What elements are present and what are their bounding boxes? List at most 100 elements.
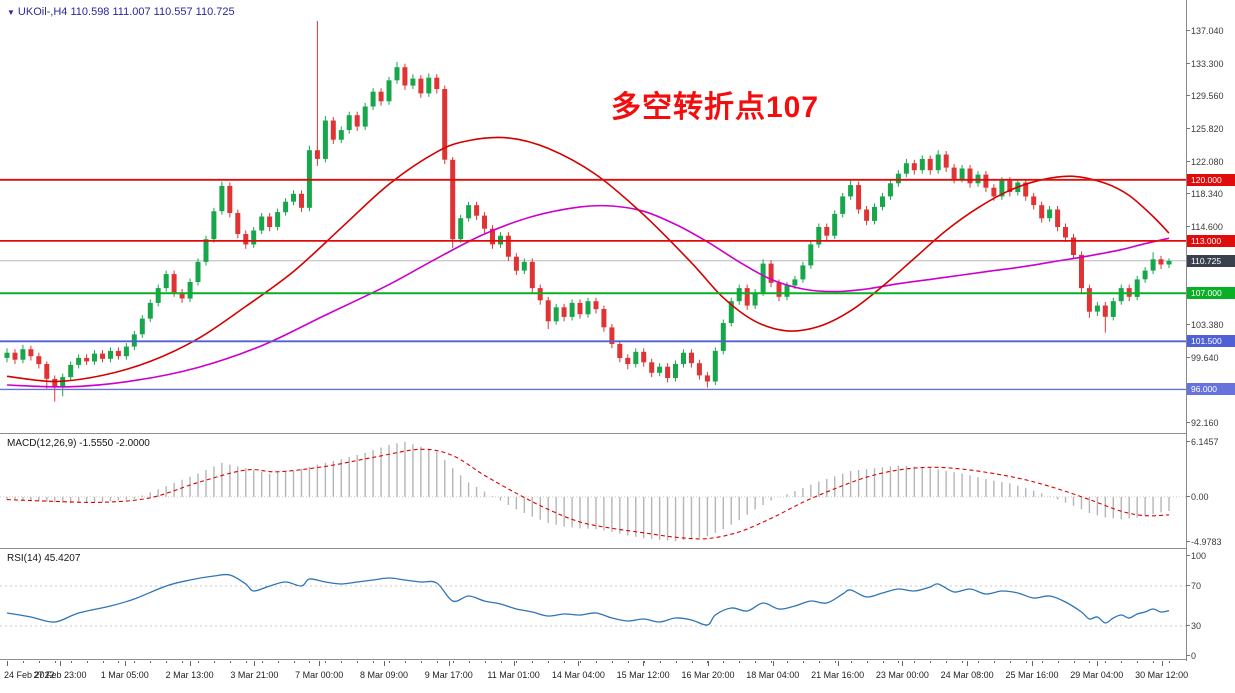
price-axis-label: 137.040 — [1186, 26, 1224, 37]
time-minor-tick — [357, 661, 359, 663]
time-minor-tick — [898, 661, 900, 663]
time-major-tick — [902, 661, 904, 666]
time-minor-tick — [54, 661, 56, 663]
time-minor-tick — [404, 661, 406, 663]
time-major-tick — [513, 661, 515, 666]
time-minor-tick — [802, 661, 804, 663]
time-minor-tick — [1009, 661, 1011, 663]
time-minor-tick — [818, 661, 820, 663]
time-minor-tick — [1169, 661, 1170, 663]
current-price-tag: 110.725 — [1187, 254, 1235, 267]
time-minor-tick — [389, 661, 390, 663]
collapse-chart-icon[interactable]: ▼ — [7, 8, 15, 17]
macd-axis-label: 0.00 — [1186, 491, 1209, 502]
time-axis-label: 14 Mar 04:00 — [551, 670, 605, 680]
main-price-chart[interactable] — [0, 0, 1186, 433]
time-axis-label: 7 Mar 00:00 — [295, 670, 344, 680]
time-major-tick — [448, 661, 450, 666]
level-price-tag: 120.000 — [1187, 173, 1235, 186]
price-axis-label: 114.600 — [1186, 222, 1223, 232]
time-minor-tick — [70, 661, 72, 663]
time-minor-tick — [277, 661, 279, 663]
time-minor-tick — [707, 661, 709, 663]
time-minor-tick — [993, 661, 995, 663]
level-price-tag: 113.000 — [1187, 234, 1235, 247]
time-axis-label: 27 Feb 23:00 — [33, 670, 87, 680]
time-axis-label: 16 Mar 20:00 — [681, 670, 735, 680]
time-minor-tick — [962, 661, 964, 663]
time-minor-tick — [611, 661, 613, 663]
time-minor-tick — [1121, 661, 1123, 663]
ma-slow-line — [6, 136, 1170, 383]
price-axis[interactable]: 137.040 133.300 129.560 125.820 122.080 118.3… — [1185, 0, 1235, 693]
macd-label: MACD(12,26,9) -1.5550 -2.0000 — [7, 438, 150, 449]
panel-separator[interactable] — [0, 433, 1186, 434]
time-minor-tick — [978, 661, 979, 663]
time-minor-tick — [516, 661, 518, 663]
ma-fast-line — [6, 204, 1170, 388]
time-major-tick — [1096, 661, 1098, 666]
rsi-panel[interactable] — [0, 550, 1186, 659]
time-axis[interactable]: 24 Feb 2022 27 Feb 23:00 1 Mar 05:00 2 Mar … — [0, 661, 1235, 693]
time-minor-tick — [930, 661, 932, 663]
time-axis-label: 29 Mar 04:00 — [1070, 670, 1124, 680]
time-axis-label: 3 Mar 21:00 — [230, 670, 279, 680]
time-major-tick — [967, 661, 969, 666]
rsi-axis-label: 100 — [1185, 551, 1207, 561]
chart-annotation-text[interactable]: 多空转折点107 — [611, 91, 820, 124]
time-minor-tick — [484, 661, 486, 663]
time-major-tick — [254, 661, 256, 666]
symbol-ohlc-title: UKOil-,H4 110.598 111.007 110.557 110.72… — [17, 6, 235, 18]
time-axis-label: 9 Mar 17:00 — [424, 670, 473, 680]
macd-axis-label: 6.1457 — [1186, 436, 1219, 447]
level-price-tag: 107.000 — [1187, 287, 1235, 300]
level-price-tag: 96.000 — [1187, 383, 1235, 396]
panel-separator[interactable] — [0, 548, 1186, 549]
time-minor-tick — [739, 661, 741, 663]
time-minor-tick — [659, 661, 661, 663]
time-minor-tick — [213, 661, 215, 663]
time-minor-tick — [309, 661, 311, 663]
panel-separator — [0, 659, 1186, 660]
time-minor-tick — [373, 661, 375, 663]
time-minor-tick — [914, 661, 916, 663]
time-minor-tick — [1153, 661, 1155, 663]
time-minor-tick — [293, 661, 295, 663]
macd-signal-line — [6, 448, 1170, 540]
time-major-tick — [1161, 661, 1163, 666]
time-axis-label: 2 Mar 13:00 — [165, 670, 214, 680]
time-minor-tick — [882, 661, 884, 663]
rsi-line — [6, 573, 1170, 626]
time-minor-tick — [580, 661, 581, 663]
time-minor-tick — [946, 661, 948, 663]
time-minor-tick — [38, 661, 40, 663]
chart-title: ▼ UKOil-,H4 110.598 111.007 110.557 110.7… — [7, 6, 235, 18]
rsi-label: RSI(14) 45.4207 — [7, 553, 81, 564]
time-minor-tick — [755, 661, 757, 663]
price-axis-label: 103.380 — [1186, 319, 1224, 330]
time-minor-tick — [468, 661, 470, 663]
time-minor-tick — [22, 661, 24, 663]
time-major-tick — [7, 661, 8, 666]
time-major-tick — [578, 661, 580, 666]
macd-histogram — [6, 441, 1170, 542]
time-axis-label: 25 Mar 16:00 — [1005, 670, 1059, 680]
price-axis-label: 125.820 — [1186, 124, 1224, 134]
macd-axis-label: -4.9783 — [1186, 536, 1222, 547]
time-axis-label: 21 Mar 16:00 — [811, 670, 865, 680]
time-minor-tick — [182, 661, 184, 663]
time-major-tick — [124, 661, 126, 666]
time-minor-tick — [150, 661, 152, 663]
time-minor-tick — [1105, 661, 1107, 663]
time-axis-label: 1 Mar 05:00 — [100, 670, 149, 680]
time-minor-tick — [325, 661, 327, 663]
time-minor-tick — [1089, 661, 1091, 663]
time-minor-tick — [866, 661, 868, 663]
time-major-tick — [708, 661, 709, 666]
time-minor-tick — [341, 661, 343, 663]
macd-panel[interactable] — [0, 435, 1186, 548]
price-axis-label: 118.340 — [1186, 189, 1223, 200]
time-minor-tick — [834, 661, 836, 663]
time-minor-tick — [436, 661, 438, 663]
time-major-tick — [1032, 661, 1033, 666]
